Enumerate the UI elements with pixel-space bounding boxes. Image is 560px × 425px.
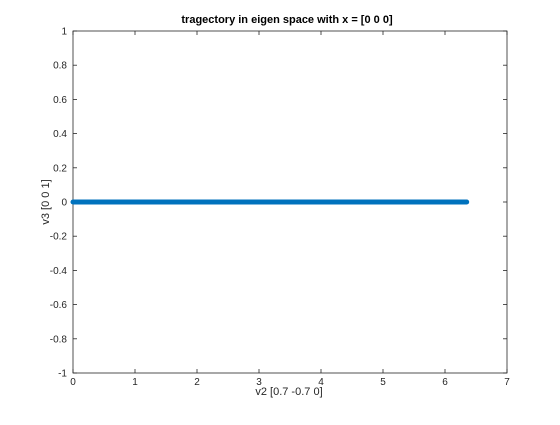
x-tick-label: 4 [318,377,324,388]
x-tick-label: 0 [70,377,76,388]
y-tick-label: -0.2 [50,232,68,243]
y-tick-label: 1 [61,27,67,38]
y-tick-label: 0.6 [53,95,67,106]
y-tick-label: 0.8 [53,61,67,72]
x-tick-label: 1 [132,377,138,388]
y-ticks: -1 -0.8 -0.6 -0.4 -0.2 0 0.2 0.4 0.6 0.8 1 [50,27,507,380]
x-tick-label: 6 [442,377,448,388]
x-tick-label: 7 [504,377,510,388]
y-tick-label: 0.2 [53,163,67,174]
chart-title: tragectory in eigen space with x = [0 0 … [181,14,393,26]
y-tick-label: -1 [58,369,67,380]
y-tick-label: -0.6 [50,300,68,311]
x-tick-label: 3 [256,377,262,388]
y-tick-label: 0 [61,198,67,209]
x-tick-label: 2 [194,377,200,388]
y-tick-label: -0.8 [50,334,68,345]
x-ticks: 0 1 2 3 4 5 6 7 [70,31,510,388]
y-tick-label: -0.4 [50,266,68,277]
y-axis-label: v3 [0 0 1] [40,179,52,224]
y-tick-label: 0.4 [53,129,67,140]
x-tick-label: 5 [380,377,386,388]
x-axis-label: v2 [0.7 -0.7 0] [255,386,322,398]
